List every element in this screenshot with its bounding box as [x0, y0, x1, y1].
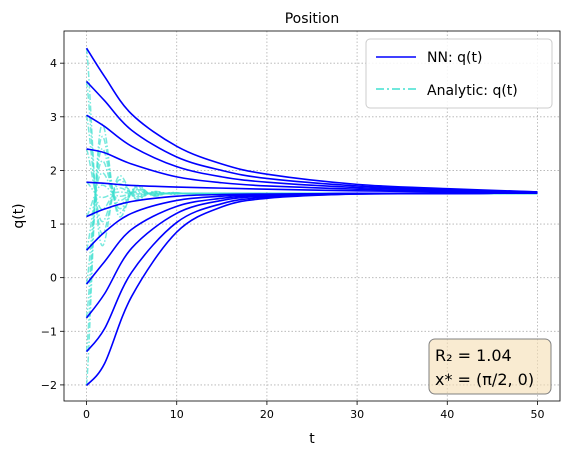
analytic-curve: [85, 123, 538, 386]
y-axis-label: q(t): [11, 203, 27, 228]
nn-curve: [85, 192, 538, 251]
y-tick-label: 1: [50, 218, 57, 231]
y-tick-label: 4: [50, 57, 57, 70]
y-tick-label: −2: [41, 379, 57, 392]
nn-curve: [86, 114, 538, 194]
nn-curve: [86, 181, 538, 194]
y-tick-label: 2: [50, 164, 57, 177]
legend-label-nn: NN: q(t): [427, 50, 482, 66]
annotation-line-1: R₂ = 1.04: [435, 346, 512, 365]
x-axis-label: t: [309, 431, 315, 447]
analytic-curve: [85, 115, 538, 223]
plot-frame: [63, 30, 561, 402]
nn-curve: [85, 192, 538, 386]
nn-curve: [85, 47, 538, 193]
legend: NN: q(t) Analytic: q(t): [365, 38, 553, 109]
nn-curve: [85, 192, 538, 285]
x-tick-label: 50: [530, 408, 544, 421]
analytic-curve: [85, 160, 538, 285]
analytic-curve: [85, 48, 538, 247]
analytic-curve: [86, 181, 538, 199]
nn-curve: [85, 192, 538, 319]
annotation-background: [428, 338, 552, 395]
y-tick-label: 3: [50, 111, 57, 124]
y-tick-label: −1: [41, 325, 57, 338]
x-tick-label: 0: [83, 408, 90, 421]
x-axis-ticks: 0 10 20 30 40 50: [83, 401, 544, 421]
annotation-box: R₂ = 1.04 x* = (π/2, 0): [428, 338, 552, 395]
y-tick-label: 0: [50, 272, 57, 285]
x-tick-label: 10: [170, 408, 184, 421]
x-tick-label: 20: [260, 408, 274, 421]
nn-curve: [85, 192, 538, 353]
x-tick-label: 40: [440, 408, 454, 421]
x-tick-label: 30: [350, 408, 364, 421]
chart-title: Position: [285, 11, 340, 27]
y-axis-ticks: −2 −1 0 1 2 3 4: [41, 57, 64, 392]
analytic-curve: [85, 184, 538, 217]
legend-label-analytic: Analytic: q(t): [427, 83, 518, 99]
annotation-line-2: x* = (π/2, 0): [435, 370, 534, 389]
nn-series: [85, 47, 538, 386]
analytic-curve: [85, 147, 538, 318]
